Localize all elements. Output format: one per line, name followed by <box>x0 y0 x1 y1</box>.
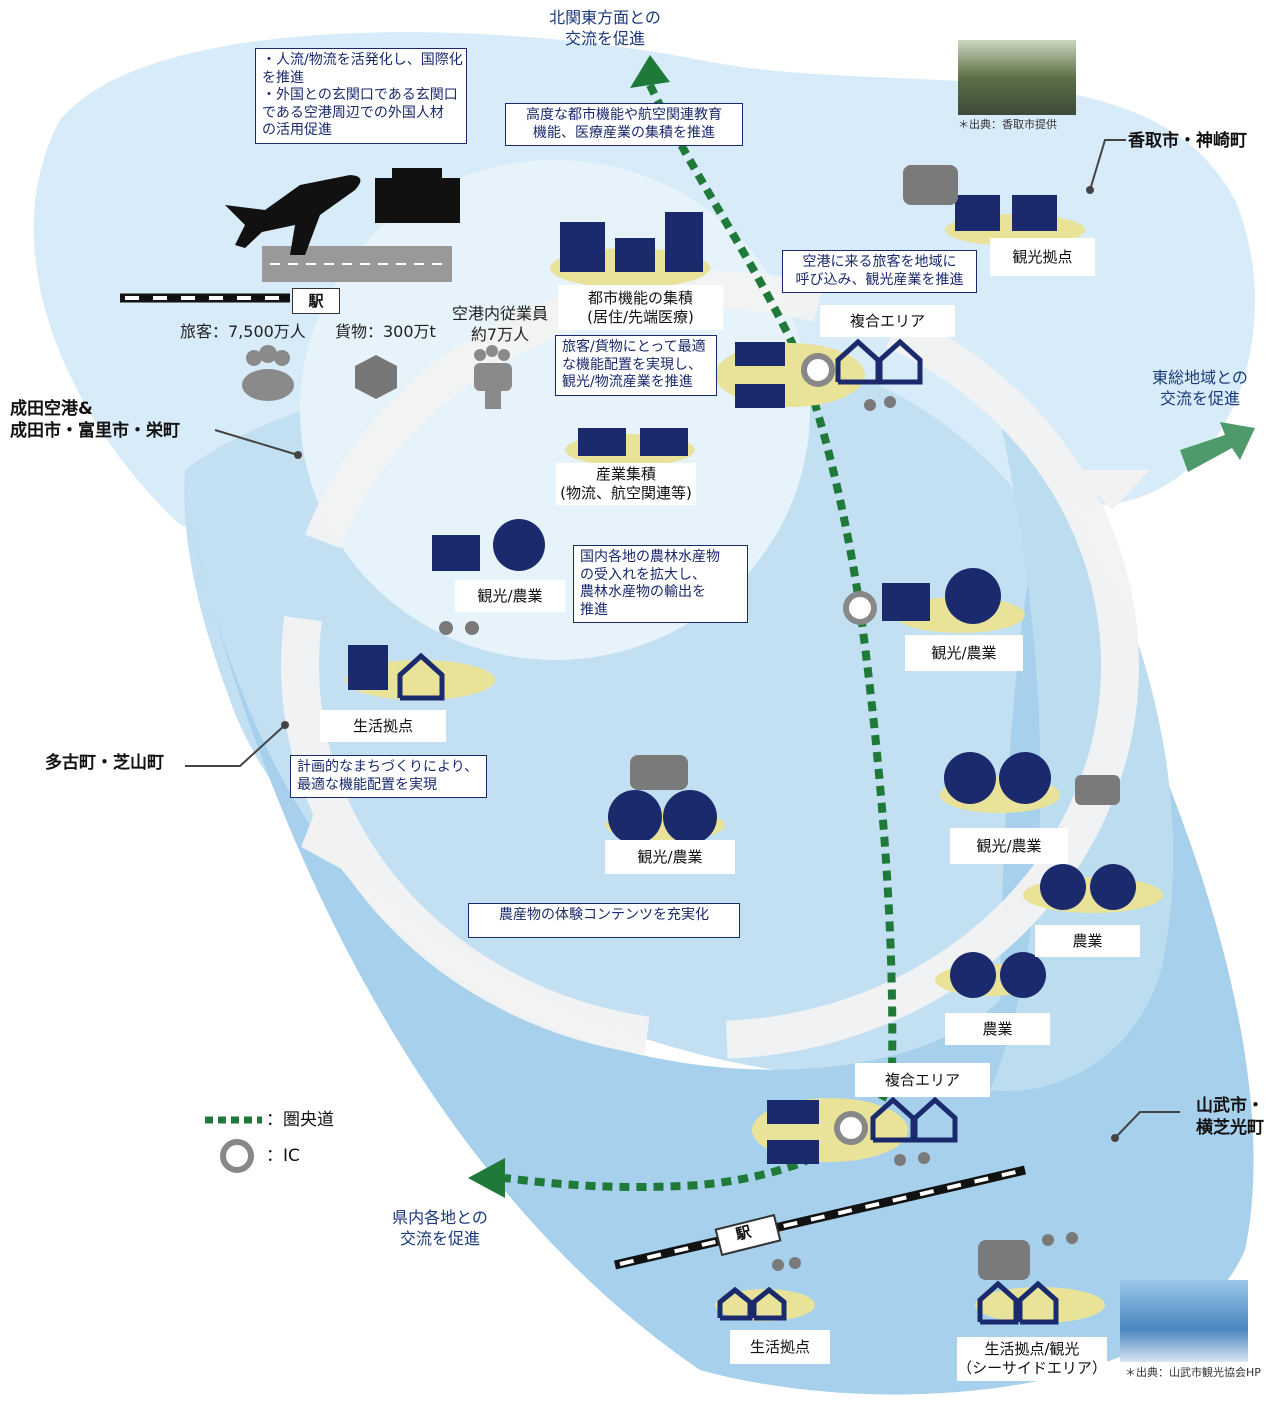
seaside-hub: 生活拠点/観光（シーサイドエリア） <box>957 1337 1107 1381</box>
prefecture-exchange: 県内各地との交流を促進 <box>370 1208 510 1250</box>
urban-callout: 高度な都市機能や航空関連教育機能、医療産業の集積を推進 <box>505 103 743 146</box>
text-line: 成田空港& <box>10 398 180 420</box>
narita-region: 成田空港&成田市・富里市・栄町 <box>10 398 180 442</box>
terminal-icon <box>375 178 460 223</box>
tourism-callout: 空港に来る旅客を地域に呼び込み、観光産業を推進 <box>782 250 977 293</box>
text-line: な機能配置を実現し、 <box>562 357 710 375</box>
industry-hub: 産業集積(物流、航空関連等) <box>556 463 696 505</box>
mixed-area-south: 複合エリア <box>855 1063 990 1097</box>
text-line: 観光/物流産業を推進 <box>562 374 710 392</box>
text-line: (居住/先端医療) <box>558 308 723 327</box>
text-line: ・外国との玄関口である玄関口 <box>262 87 460 105</box>
tourism-agri-east: 観光/農業 <box>950 828 1068 864</box>
text-line: （シーサイドエリア） <box>957 1359 1107 1378</box>
text-line: 成田市・富里市・栄町 <box>10 420 180 442</box>
text-line: 計画的なまちづくりにより、 <box>297 759 480 777</box>
katori-region: 香取市・神崎町 <box>1128 130 1247 152</box>
text-line: 生活拠点/観光 <box>957 1340 1107 1359</box>
text-line: の活用促進 <box>262 122 460 140</box>
urban-hub: 都市機能の集積(居住/先端医療) <box>558 285 723 330</box>
text-line: 交流を促進 <box>1135 389 1265 410</box>
photo-katori <box>958 40 1076 115</box>
text-line: 約7万人 <box>440 325 560 346</box>
text-line: ・人流/物流を活発化し、国際化 <box>262 52 460 70</box>
employees: 空港内従業員約7万人 <box>440 304 560 346</box>
agri-callout: 国内各地の農林水産物の受入れを拡大し、農林水産物の輸出を推進 <box>573 545 748 623</box>
passengers: 旅客：7,500万人 <box>180 322 306 343</box>
tako-region: 多古町・芝山町 <box>45 752 164 774</box>
leader-dot <box>281 721 289 729</box>
legend-expressway-label: ：圏央道 <box>266 1109 334 1131</box>
agriculture: 農業 <box>1035 925 1140 957</box>
sammu-region: 山武市・横芝光町 <box>1180 1095 1280 1139</box>
tourism-agri-west: 観光/農業 <box>455 580 565 612</box>
photo-seaside <box>1120 1280 1248 1362</box>
leader-dot <box>1086 186 1094 194</box>
life-hub-west: 生活拠点 <box>320 710 446 742</box>
legend-ic-label: ：IC <box>266 1145 300 1167</box>
text-line: 旅客/貨物にとって最適 <box>562 339 710 357</box>
katori-tourism: 観光拠点 <box>990 238 1095 276</box>
text-line: (物流、航空関連等) <box>556 484 696 503</box>
text-line: 高度な都市機能や航空関連教育 <box>512 107 736 125</box>
text-line: である空港周辺での外国人材 <box>262 105 460 123</box>
text-line: 県内各地との <box>370 1208 510 1229</box>
text-line: 産業集積 <box>556 465 696 484</box>
text-line: 最適な機能配置を実現 <box>297 777 480 795</box>
text-line: 交流を促進 <box>535 29 675 50</box>
logistics-callout: 旅客/貨物にとって最適な機能配置を実現し、観光/物流産業を推進 <box>555 335 717 396</box>
text-line: 農林水産物の輸出を <box>580 584 741 602</box>
leader-dot <box>1111 1134 1119 1142</box>
text-line: 横芝光町 <box>1180 1117 1280 1139</box>
text-line: 東総地域との <box>1135 368 1265 389</box>
text-line: 空港内従業員 <box>440 304 560 325</box>
tourism-agri-center: 観光/農業 <box>605 840 735 874</box>
agriculture: 農業 <box>945 1013 1050 1045</box>
text-line: の受入れを拡大し、 <box>580 567 741 585</box>
tohso-exchange: 東総地域との交流を促進 <box>1135 368 1265 410</box>
katori-credit: ＊出典：香取市提供 <box>958 118 1057 132</box>
text-line: 推進 <box>580 602 741 620</box>
text-line: 呼び込み、観光産業を推進 <box>789 272 970 290</box>
text-line: 国内各地の農林水産物 <box>580 549 741 567</box>
text-line: 都市機能の集積 <box>558 289 723 308</box>
text-line: を推進 <box>262 70 460 88</box>
background-map <box>0 0 1285 1411</box>
life-hub-south: 生活拠点 <box>730 1330 830 1364</box>
text-line: 空港に来る旅客を地域に <box>789 254 970 272</box>
text-line: 交流を促進 <box>370 1229 510 1250</box>
airport-callout: ・人流/物流を活発化し、国際化を推進・外国との玄関口である玄関口である空港周辺で… <box>255 48 467 144</box>
sammu-credit: ＊出典：山武市観光協会HP <box>1125 1366 1261 1380</box>
terminal-icon <box>392 168 442 180</box>
leader-dot <box>294 451 302 459</box>
planning-callout: 計画的なまちづくりにより、最適な機能配置を実現 <box>290 755 487 798</box>
page: {"north_exchange":["北関東方面との","交流を促進"], "… <box>0 0 1285 1411</box>
mixed-area-north: 複合エリア <box>820 305 955 337</box>
north-exchange: 北関東方面との交流を促進 <box>535 8 675 50</box>
text-line: 北関東方面との <box>535 8 675 29</box>
text-line: 機能、医療産業の集積を推進 <box>512 125 736 143</box>
cargo: 貨物：300万t <box>335 322 436 343</box>
station-top: 駅 <box>292 288 340 314</box>
text-line: 山武市・ <box>1180 1095 1280 1117</box>
experience-callout: 農産物の体験コンテンツを充実化 <box>468 903 740 938</box>
tourism-agri-ic: 観光/農業 <box>905 635 1023 671</box>
